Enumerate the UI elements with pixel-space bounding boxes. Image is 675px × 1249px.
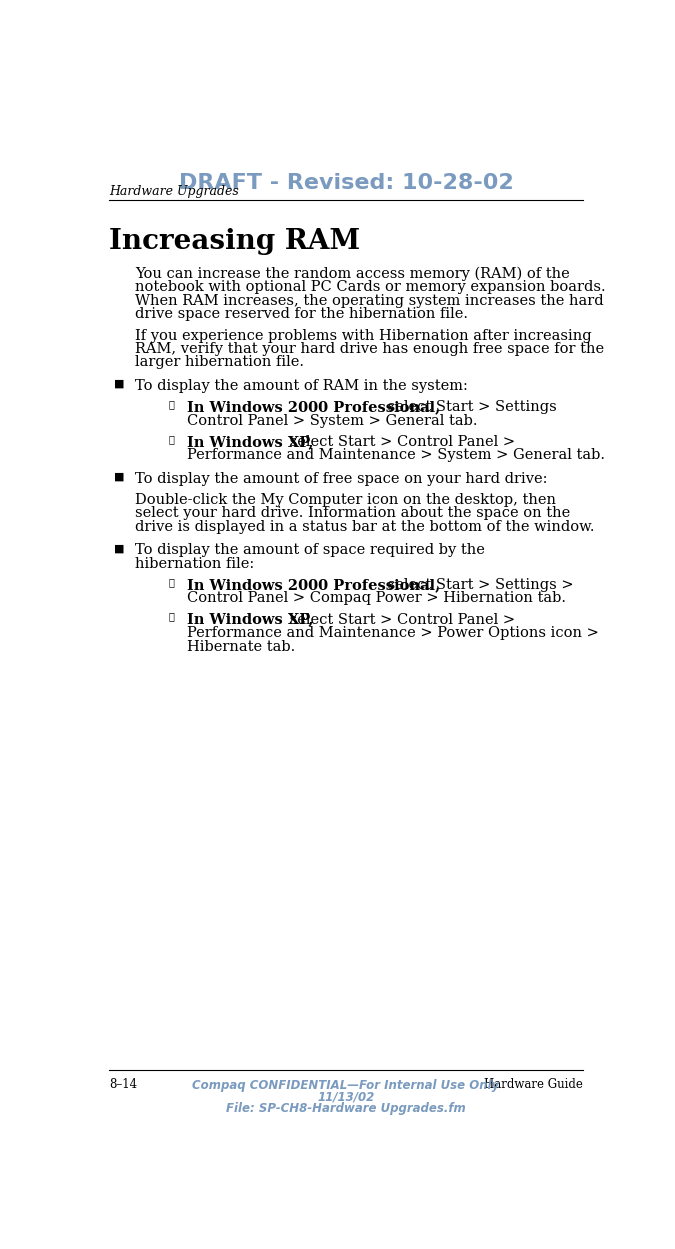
- Text: RAM, verify that your hard drive has enough free space for the: RAM, verify that your hard drive has eno…: [135, 342, 604, 356]
- Text: hibernation file:: hibernation file:: [135, 557, 254, 571]
- Text: In Windows XP,: In Windows XP,: [187, 435, 313, 448]
- Text: ❑: ❑: [168, 578, 174, 587]
- Text: Hardware Upgrades: Hardware Upgrades: [109, 185, 239, 199]
- Text: select Start > Settings >: select Start > Settings >: [383, 578, 574, 592]
- Text: Hardware Guide: Hardware Guide: [484, 1078, 583, 1090]
- Text: 8–14: 8–14: [109, 1078, 137, 1090]
- Text: Control Panel > Compaq Power > Hibernation tab.: Control Panel > Compaq Power > Hibernati…: [187, 592, 566, 606]
- Text: If you experience problems with Hibernation after increasing: If you experience problems with Hibernat…: [135, 328, 591, 342]
- Text: Increasing RAM: Increasing RAM: [109, 229, 360, 255]
- Text: To display the amount of space required by the: To display the amount of space required …: [135, 543, 485, 557]
- Text: Double-click the My Computer icon on the desktop, then: Double-click the My Computer icon on the…: [135, 493, 556, 507]
- Text: In Windows 2000 Professional,: In Windows 2000 Professional,: [187, 578, 440, 592]
- Text: 11/13/02: 11/13/02: [317, 1090, 375, 1104]
- Text: When RAM increases, the operating system increases the hard: When RAM increases, the operating system…: [135, 294, 603, 307]
- Text: In Windows XP,: In Windows XP,: [187, 613, 313, 627]
- Text: select Start > Control Panel >: select Start > Control Panel >: [285, 613, 515, 627]
- Text: larger hibernation file.: larger hibernation file.: [135, 356, 304, 370]
- Text: select Start > Settings: select Start > Settings: [383, 400, 557, 415]
- Text: ■: ■: [114, 543, 124, 553]
- Text: You can increase the random access memory (RAM) of the: You can increase the random access memor…: [135, 267, 570, 281]
- Text: ■: ■: [114, 472, 124, 482]
- Text: DRAFT - Revised: 10-28-02: DRAFT - Revised: 10-28-02: [179, 172, 513, 194]
- Text: To display the amount of RAM in the system:: To display the amount of RAM in the syst…: [135, 378, 468, 393]
- Text: In Windows 2000 Professional,: In Windows 2000 Professional,: [187, 400, 440, 415]
- Text: ❑: ❑: [168, 400, 174, 410]
- Text: Compaq CONFIDENTIAL—For Internal Use Only: Compaq CONFIDENTIAL—For Internal Use Onl…: [192, 1079, 500, 1093]
- Text: Control Panel > System > General tab.: Control Panel > System > General tab.: [187, 413, 477, 427]
- Text: To display the amount of free space on your hard drive:: To display the amount of free space on y…: [135, 472, 547, 486]
- Text: select your hard drive. Information about the space on the: select your hard drive. Information abou…: [135, 506, 570, 521]
- Text: ■: ■: [114, 378, 124, 388]
- Text: ❑: ❑: [168, 613, 174, 622]
- Text: select Start > Control Panel >: select Start > Control Panel >: [285, 435, 515, 448]
- Text: Hibernate tab.: Hibernate tab.: [187, 639, 295, 653]
- Text: Performance and Maintenance > System > General tab.: Performance and Maintenance > System > G…: [187, 448, 605, 462]
- Text: File: SP-CH8-Hardware Upgrades.fm: File: SP-CH8-Hardware Upgrades.fm: [226, 1103, 466, 1115]
- Text: Performance and Maintenance > Power Options icon >: Performance and Maintenance > Power Opti…: [187, 626, 599, 641]
- Text: ❑: ❑: [168, 435, 174, 443]
- Text: drive space reserved for the hibernation file.: drive space reserved for the hibernation…: [135, 307, 468, 321]
- Text: notebook with optional PC Cards or memory expansion boards.: notebook with optional PC Cards or memor…: [135, 280, 605, 295]
- Text: drive is displayed in a status bar at the bottom of the window.: drive is displayed in a status bar at th…: [135, 520, 594, 533]
